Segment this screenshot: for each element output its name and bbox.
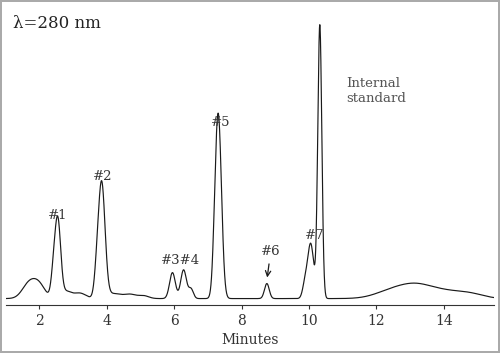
Text: #3#4: #3#4 <box>160 254 200 267</box>
Text: #2: #2 <box>92 170 112 184</box>
Text: λ=280 nm: λ=280 nm <box>13 14 101 31</box>
Text: #7: #7 <box>305 229 324 242</box>
X-axis label: Minutes: Minutes <box>221 334 279 347</box>
Text: Internal
standard: Internal standard <box>346 77 406 104</box>
Text: #5: #5 <box>210 116 230 129</box>
Text: #1: #1 <box>48 209 67 222</box>
Text: #6: #6 <box>261 245 280 276</box>
